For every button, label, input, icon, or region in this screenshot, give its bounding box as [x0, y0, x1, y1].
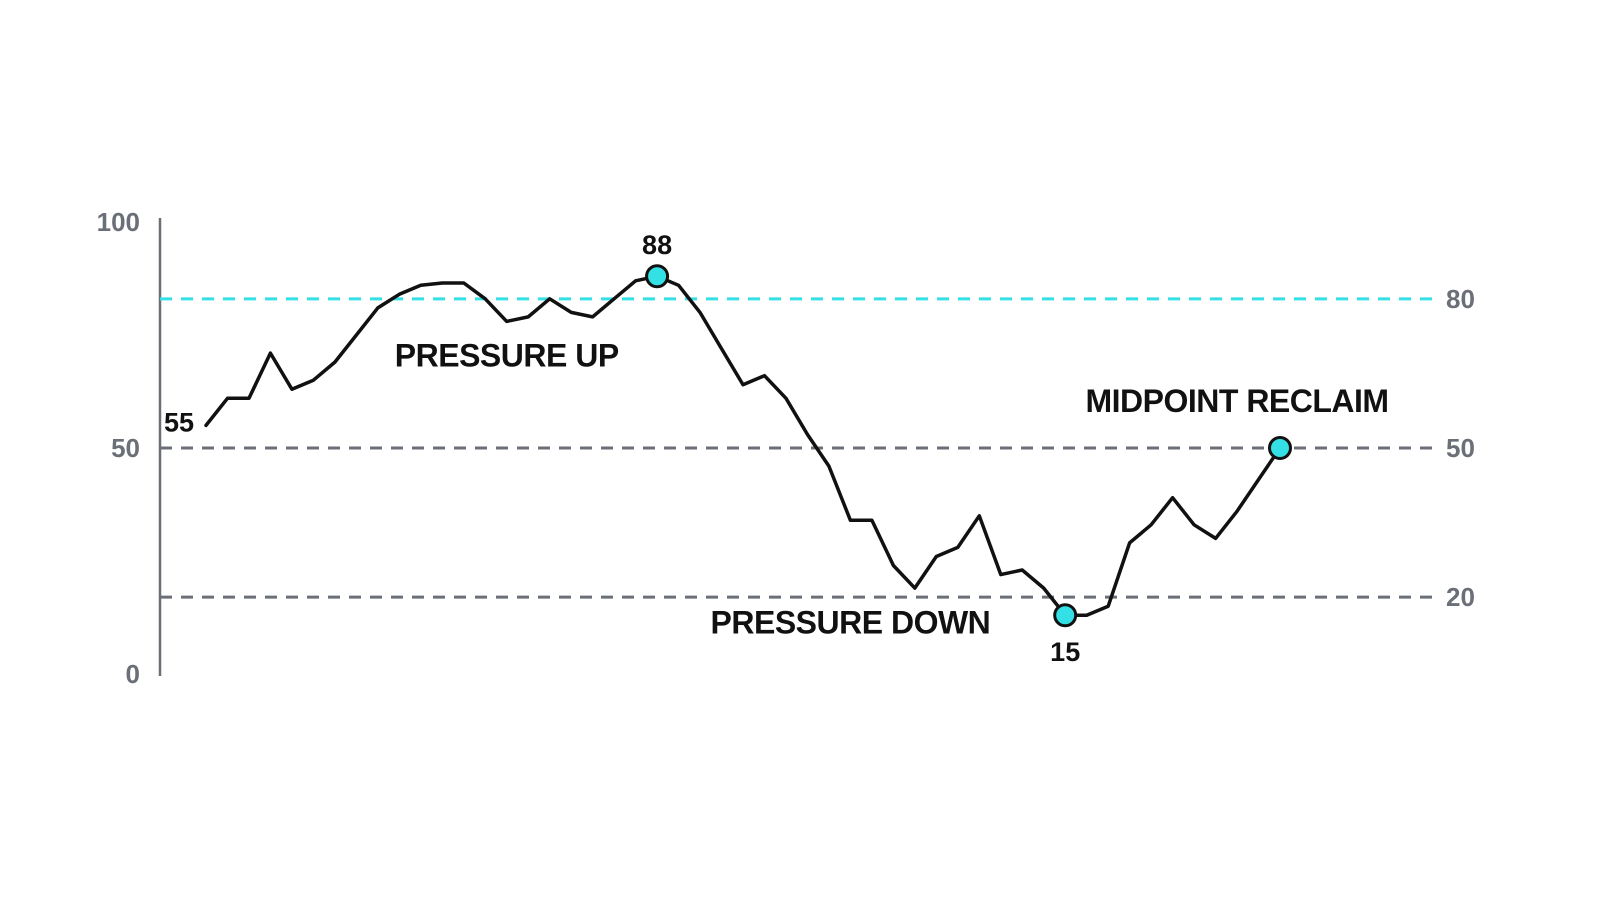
left-tick-label: 0	[126, 659, 140, 689]
annotation-text: PRESSURE UP	[395, 338, 619, 374]
marker-value-label: 88	[642, 230, 672, 260]
right-tick-label: 20	[1446, 582, 1475, 612]
right-tick-label: 80	[1446, 284, 1475, 314]
price-series-line	[204, 274, 1282, 617]
start-value-label: 55	[164, 407, 194, 437]
marker-point	[1268, 436, 1292, 460]
left-tick-label: 50	[111, 433, 140, 463]
marker-point	[645, 264, 670, 289]
right-tick-label: 50	[1446, 433, 1475, 463]
marker-point	[1053, 603, 1078, 628]
annotation-text: MIDPOINT RECLAIM	[1085, 383, 1388, 419]
annotation-text: PRESSURE DOWN	[711, 604, 991, 640]
marker-value-label: 15	[1050, 637, 1080, 667]
left-tick-label: 100	[97, 207, 140, 237]
